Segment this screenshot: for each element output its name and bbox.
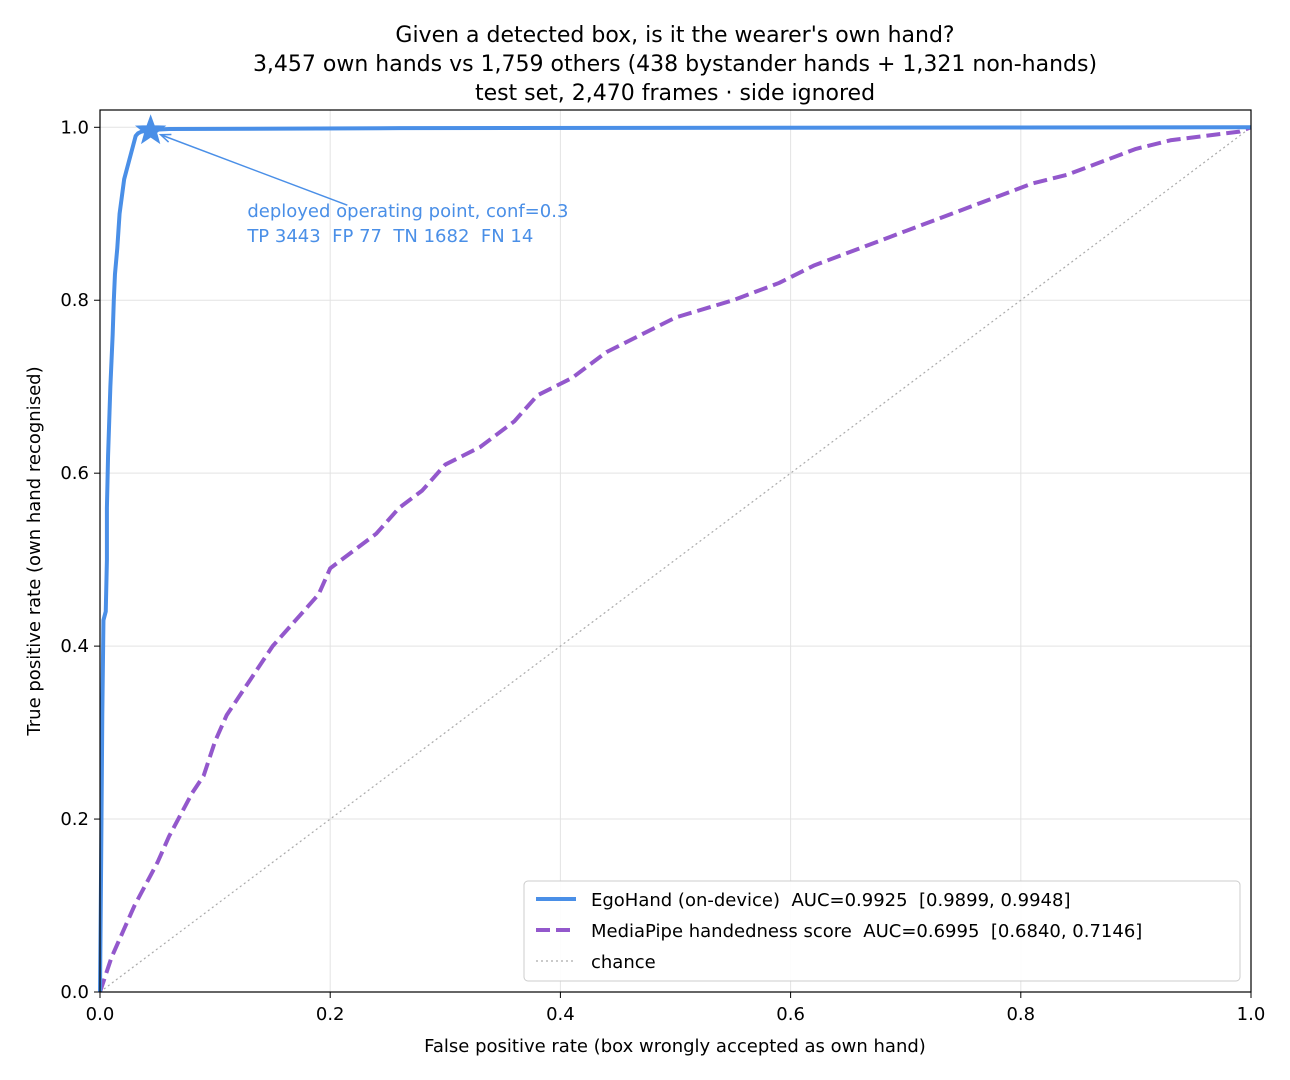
y-tick-label: 1.0	[60, 117, 89, 138]
x-axis-label: False positive rate (box wrongly accepte…	[424, 1036, 926, 1057]
chance-line-layer	[99, 126, 1252, 993]
operating-point-star-icon	[134, 114, 167, 145]
series-line-egohand	[98, 125, 1252, 993]
annotation-text-line-1: deployed operating point, conf=0.3	[247, 201, 568, 222]
x-tick-label: 0.4	[546, 1004, 575, 1025]
chart-title-line-3: test set, 2,470 frames · side ignored	[475, 81, 875, 106]
y-axis-ticks: 0.0 0.2 0.4 0.6 0.8 1.0	[60, 117, 100, 1003]
legend-label-mediapipe: MediaPipe handedness score AUC=0.6995 [0…	[591, 921, 1142, 942]
x-axis-ticks: 0.0 0.2 0.4 0.6 0.8 1.0	[86, 992, 1266, 1025]
y-axis-label: True positive rate (own hand recognised)	[24, 366, 45, 736]
y-tick-label: 0.0	[60, 982, 89, 1003]
annotation-layer: deployed operating point, conf=0.3 TP 344…	[134, 114, 568, 247]
chart-title-line-2: 3,457 own hands vs 1,759 others (438 bys…	[253, 52, 1097, 77]
annotation-arrowhead-icon	[158, 133, 172, 143]
y-tick-label: 0.4	[60, 636, 89, 657]
y-tick-label: 0.8	[60, 290, 89, 311]
y-tick-label: 0.2	[60, 809, 89, 830]
x-tick-label: 0.0	[86, 1004, 115, 1025]
series-line-chance	[99, 126, 1252, 993]
legend-box	[523, 880, 1241, 982]
annotation-text-line-2: TP 3443 FP 77 TN 1682 FN 14	[246, 226, 533, 247]
annotation-arrow-line	[160, 134, 348, 206]
legend: EgoHand (on-device) AUC=0.9925 [0.9899, …	[523, 880, 1241, 982]
x-tick-label: 1.0	[1237, 1004, 1266, 1025]
plot-frame	[99, 109, 1252, 993]
legend-label-egohand: EgoHand (on-device) AUC=0.9925 [0.9899, …	[591, 890, 1070, 911]
legend-label-chance: chance	[591, 952, 656, 973]
y-tick-label: 0.6	[60, 463, 89, 484]
x-tick-label: 0.6	[776, 1004, 805, 1025]
series-line-mediapipe	[98, 125, 1252, 993]
chart-title: Given a detected box, is it the wearer's…	[253, 23, 1097, 106]
chart-title-line-1: Given a detected box, is it the wearer's…	[395, 23, 954, 48]
x-tick-label: 0.2	[316, 1004, 345, 1025]
x-tick-label: 0.8	[1006, 1004, 1035, 1025]
series-layer	[98, 125, 1252, 993]
